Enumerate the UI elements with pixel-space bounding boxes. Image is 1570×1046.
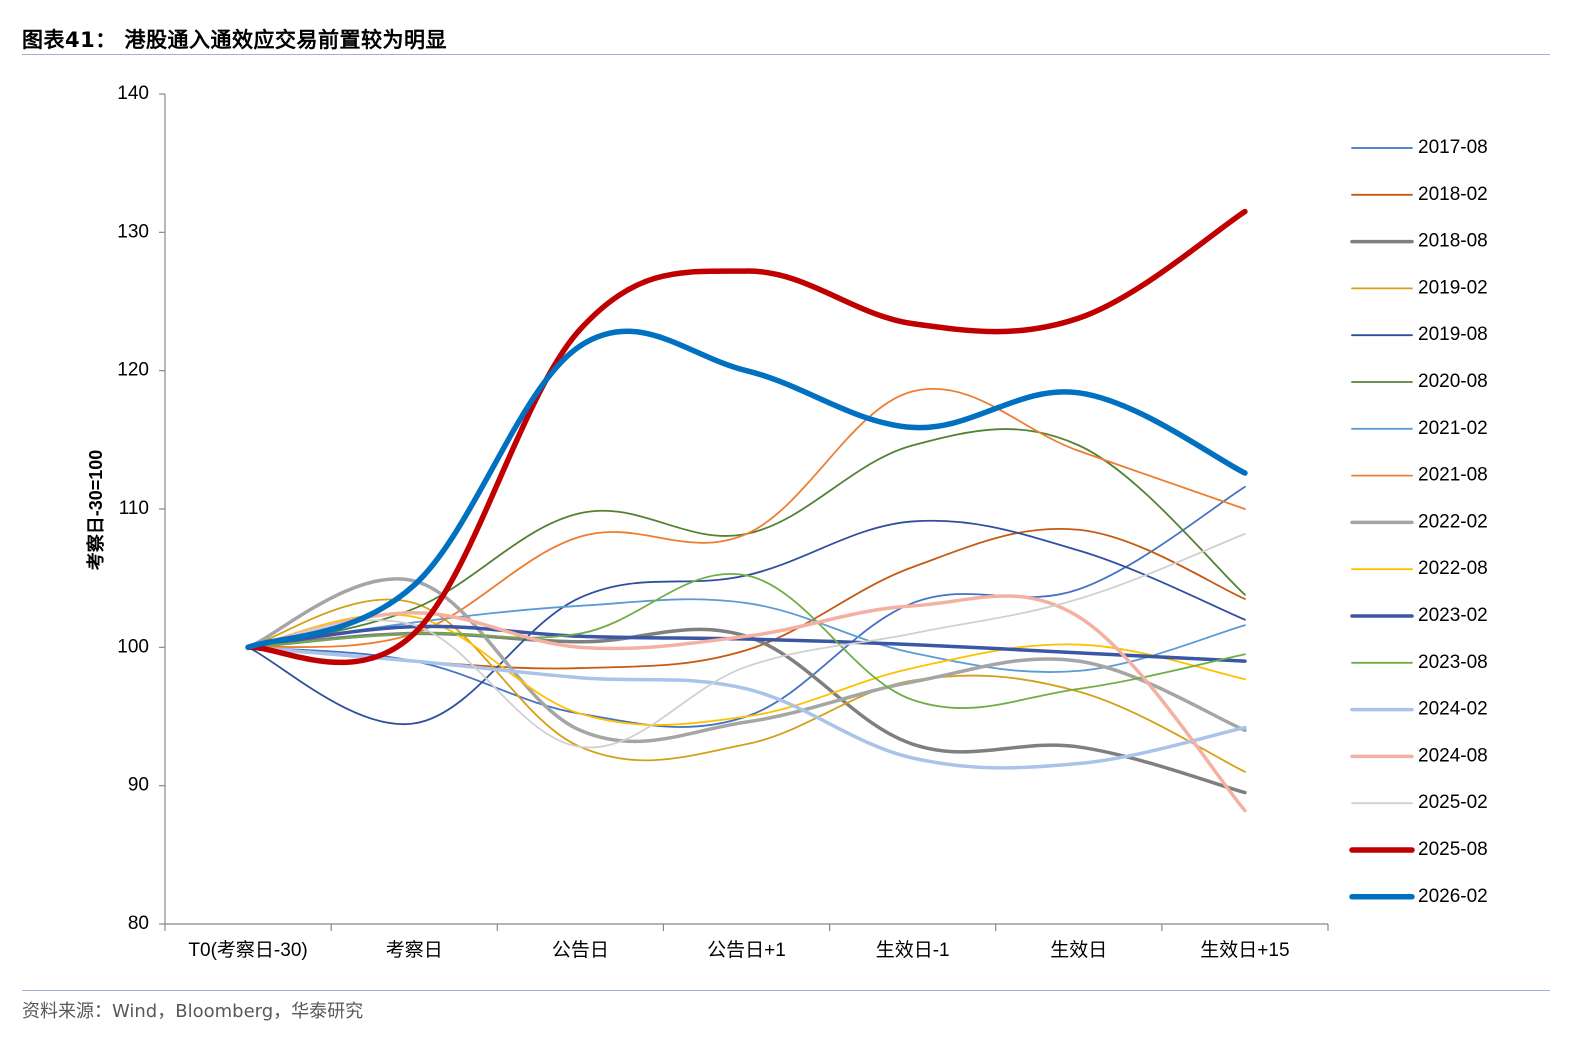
y-tick-label: 90: [128, 775, 149, 796]
legend-label: 2025-02: [1418, 792, 1488, 813]
series-line-2021-08: [247, 387, 1246, 649]
chart-axes: 80 90 100 110 120 130 140 T0(考察日-30) 考察日 公告日 公告日+1…: [117, 83, 1329, 961]
series-line-2021-02: [247, 598, 1246, 673]
x-tick-label: 生效日+15: [1200, 939, 1289, 961]
legend-label: 2024-08: [1418, 745, 1488, 766]
y-tick-label: 120: [117, 360, 149, 381]
legend-label: 2022-02: [1418, 511, 1488, 532]
legend-label: 2019-02: [1418, 277, 1488, 298]
series-line-2019-08: [247, 519, 1246, 726]
legend-label: 2018-08: [1418, 231, 1488, 252]
legend-label: 2018-02: [1418, 184, 1488, 205]
chart-series: [245, 208, 1248, 813]
series-line-2022-08: [247, 613, 1246, 726]
series-line-2025-02: [247, 533, 1246, 749]
x-tick-label: 考察日: [386, 939, 443, 961]
y-tick-label: 140: [117, 83, 149, 104]
y-tick-label: 110: [119, 498, 149, 519]
y-tick-label: 100: [117, 636, 149, 657]
legend-label: 2020-08: [1418, 371, 1488, 392]
series-line-2019-02: [247, 598, 1246, 773]
series-line-2025-08: [245, 208, 1248, 666]
chart-legend: 2017-08 2018-02 2018-08 2019-02 2019-08 2020-…: [1349, 137, 1488, 907]
legend-label: 2019-08: [1418, 324, 1488, 345]
legend-label: 2022-08: [1418, 558, 1488, 579]
legend-label: 2024-02: [1418, 699, 1488, 720]
x-tick-label: 生效日-1: [876, 939, 950, 961]
legend-label: 2021-02: [1418, 418, 1488, 439]
series-line-2024-02: [246, 645, 1247, 770]
figure-title: 图表41： 港股通入通效应交易前置较为明显: [22, 28, 448, 52]
x-tick-label: T0(考察日-30): [188, 939, 307, 961]
y-tick-label: 80: [128, 913, 149, 934]
top-divider: [22, 54, 1550, 55]
source-note: 资料来源：Wind，Bloomberg，华泰研究: [22, 1001, 364, 1022]
x-tick-label: 公告日: [552, 939, 609, 961]
series-line-2022-02: [246, 577, 1247, 744]
legend-label: 2021-08: [1418, 465, 1488, 486]
series-line-2017-08: [247, 485, 1246, 728]
legend-label: 2023-02: [1418, 605, 1488, 626]
y-axis-label: 考察日-30=100: [85, 450, 106, 571]
y-tick-label: 130: [117, 221, 149, 242]
legend-label: 2023-08: [1418, 652, 1488, 673]
legend-label: 2017-08: [1418, 137, 1488, 158]
legend-label: 2025-08: [1418, 839, 1488, 860]
bottom-divider: [22, 990, 1550, 991]
legend-label: 2026-02: [1418, 886, 1488, 907]
series-line-2023-02: [246, 624, 1247, 663]
x-tick-label: 公告日+1: [707, 939, 786, 961]
series-line-2026-02: [245, 328, 1248, 651]
x-tick-label: 生效日: [1050, 939, 1107, 961]
series-line-2024-08: [246, 594, 1247, 813]
